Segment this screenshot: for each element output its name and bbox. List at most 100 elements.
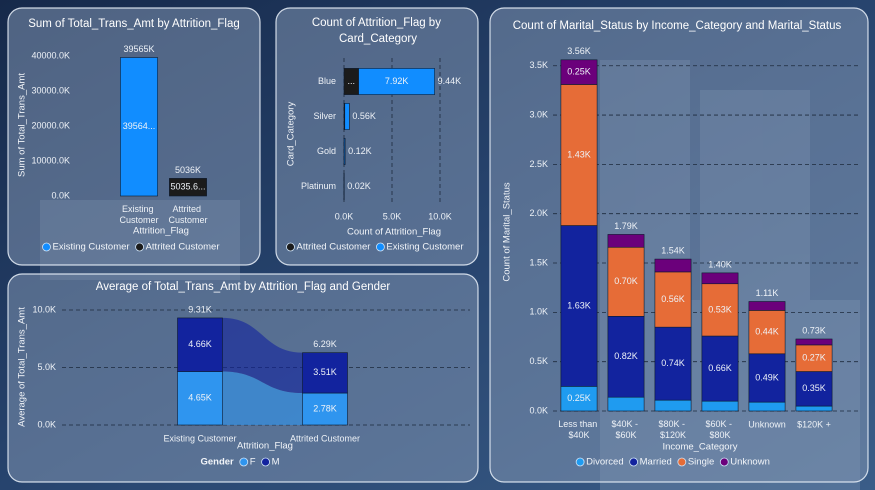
legend-marker [677,457,687,467]
data-label: 0.25K [567,67,591,77]
ribbon [222,371,303,425]
legend: Attrited Customer Existing Customer [286,242,464,253]
bar-segment [120,57,158,197]
legend-label: M [272,457,280,468]
chart-title: Count of Attrition_Flag by Card_Category [312,17,444,45]
x-tick-label: $120K + [797,419,831,429]
legend-label: Single [688,457,714,468]
bar-segment [560,386,598,412]
ribbons [222,317,303,425]
y-axis-title: Card_Category [286,102,297,167]
y-tick-label: 10.0K [32,304,56,314]
bar-segment [701,283,739,337]
x-axis-title: Attrition_Flag [133,226,189,237]
bar-segment [654,271,692,328]
x-tick-label: $80K - $120K [658,419,687,440]
x-tick-label: 5.0K [383,211,402,221]
total-label: 6.29K [313,339,337,349]
y-tick-label: Blue [318,76,336,86]
total-label: 1.11K [756,288,779,298]
total-label: 9.31K [188,304,212,314]
y-tick-label: Platinum [301,181,336,191]
y-tick-label: 1.5K [529,257,548,267]
x-tick-label: $60K - $80K [705,419,734,440]
legend-label: Unknown [730,457,770,468]
total-label: 1.40K [708,259,732,269]
x-tick-label: 10.0K [428,211,452,221]
data-label: ... [348,76,356,86]
legend-label: Attrited Customer [146,242,220,253]
legend-label: Married [640,457,672,468]
legend-label: Existing Customer [52,242,129,253]
y-tick-label: Silver [313,111,336,121]
legend: Gender F M [201,457,280,468]
data-label: 0.82K [614,351,638,361]
legend: Divorced Married Single Unknown [575,457,770,468]
bar-segment [748,401,786,412]
y-tick-label: 0.0K [529,405,548,415]
bar-segment [607,234,645,248]
data-label: 3.51K [313,367,337,377]
data-label: 39564... [123,121,156,131]
bar-segment [748,301,786,311]
x-axis-title: Count of Attrition_Flag [347,227,441,238]
data-label: 0.53K [708,304,732,314]
data-label: 0.56K [661,294,685,304]
total-label: 1.54K [661,245,685,255]
legend-marker [286,242,295,252]
legend-marker [376,242,385,252]
x-tick-label: Unknown [748,419,786,429]
data-label: 0.35K [802,383,826,393]
y-tick-label: 1.0K [529,307,548,317]
bar-segment [169,178,207,197]
y-tick-label: 40000.0K [31,50,70,60]
bar-segment [560,225,598,387]
bar-segment [701,272,739,285]
data-label: 0.44K [755,326,779,336]
bar-segment [560,59,598,85]
bar-segment [795,338,833,346]
bar-segment [560,84,598,226]
bar-segment [654,258,692,273]
bar-segment [302,392,348,426]
data-label: 0.66K [708,363,732,373]
data-label: 0.49K [755,372,779,382]
total-label: 5036K [175,165,201,175]
data-label: 4.66K [188,339,212,349]
total-label: 39565K [123,44,154,54]
x-tick-label: $40K - $60K [611,419,640,440]
legend-title: Gender [201,457,235,468]
y-axis-title: Average of Total_Trans_Amt [17,307,28,427]
legend-marker [629,457,639,467]
y-tick-label: Gold [317,146,336,156]
data-label: 0.74K [661,358,685,368]
bar-segment [795,344,833,372]
chart-title: Count of Marital_Status by Income_Catego… [513,20,842,32]
x-axis-title: Income_Category [663,442,738,453]
y-tick-label: 3.0K [529,109,548,119]
x-tick-label: 0.0K [335,211,354,221]
y-axis-title: Sum of Total_Trans_Amt [17,73,28,177]
legend-label: Attrited Customer [296,242,370,253]
y-tick-label: 2.5K [529,159,548,169]
legend-marker [42,242,51,252]
bar-segment [654,326,692,401]
y-tick-label: 10000.0K [31,155,70,165]
data-label: 2.78K [313,403,337,413]
y-tick-label: 0.0K [51,190,70,200]
bar-segment [795,405,833,412]
y-tick-label: 0.0K [37,419,56,429]
x-tick-label: Less than $40K [558,419,600,440]
bar-segment [701,400,739,412]
bar-segment [358,68,435,95]
chart-title: Average of Total_Trans_Amt by Attrition_… [96,281,391,293]
legend-marker [719,457,729,467]
x-tick-label: Attrited Customer [290,433,360,443]
data-label: 1.63K [567,300,591,310]
data-label: 5035.6... [170,182,205,192]
legend-label: Existing Customer [386,242,463,253]
bar-segment [701,335,739,402]
data-label: 1.43K [567,149,591,159]
bar-segment [177,317,223,372]
